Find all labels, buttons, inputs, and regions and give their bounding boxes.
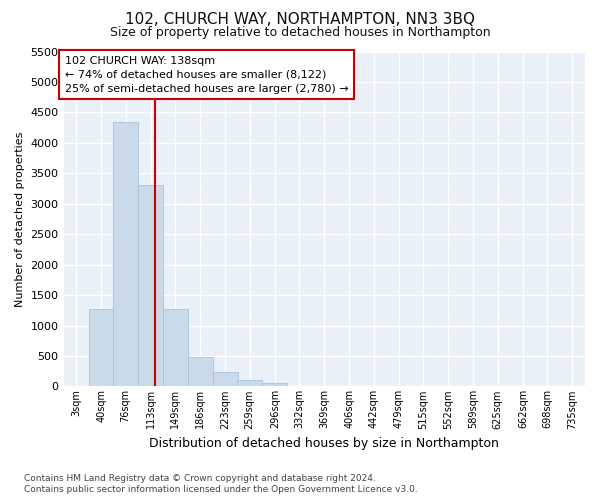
X-axis label: Distribution of detached houses by size in Northampton: Distribution of detached houses by size …: [149, 437, 499, 450]
Text: Contains HM Land Registry data © Crown copyright and database right 2024.
Contai: Contains HM Land Registry data © Crown c…: [24, 474, 418, 494]
Text: 102, CHURCH WAY, NORTHAMPTON, NN3 3BQ: 102, CHURCH WAY, NORTHAMPTON, NN3 3BQ: [125, 12, 475, 28]
Text: Size of property relative to detached houses in Northampton: Size of property relative to detached ho…: [110, 26, 490, 39]
Bar: [188, 357, 213, 386]
Bar: [213, 372, 238, 386]
Bar: [163, 309, 188, 386]
Text: 102 CHURCH WAY: 138sqm
← 74% of detached houses are smaller (8,122)
25% of semi-: 102 CHURCH WAY: 138sqm ← 74% of detached…: [65, 56, 349, 94]
Bar: [89, 309, 114, 386]
Bar: [138, 186, 163, 386]
Bar: [237, 380, 262, 386]
Y-axis label: Number of detached properties: Number of detached properties: [15, 132, 25, 306]
Bar: [113, 122, 138, 386]
Bar: [262, 382, 287, 386]
